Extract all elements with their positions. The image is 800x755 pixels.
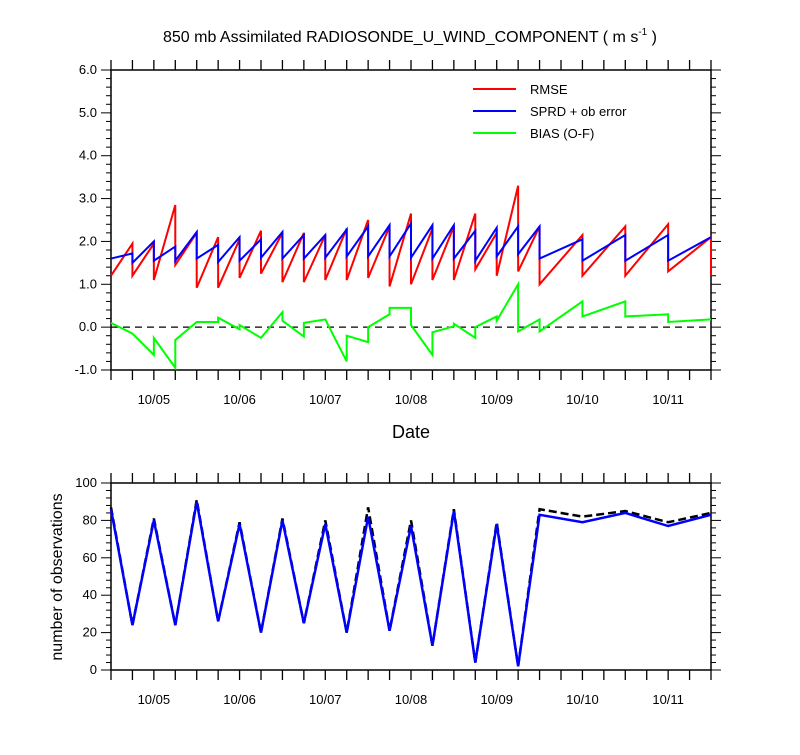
x-tick-label: 10/09 — [480, 692, 513, 707]
y-tick-label: 5.0 — [79, 105, 97, 120]
series-line-rmse — [110, 185, 712, 289]
top-panel-xlabel: Date — [392, 422, 430, 442]
series-line-possible-observations — [109, 499, 712, 667]
y-tick-label: 0 — [90, 662, 97, 677]
x-tick-label: 10/11 — [652, 692, 684, 707]
x-tick-label: 10/11 — [652, 392, 684, 407]
y-tick-label: 20 — [83, 625, 97, 640]
series-line-sprd-ob-error — [110, 220, 712, 266]
x-tick-label: 10/08 — [395, 392, 428, 407]
x-tick-label: 10/05 — [138, 692, 171, 707]
x-tick-label: 10/10 — [566, 692, 599, 707]
y-tick-label: 4.0 — [79, 148, 97, 163]
bottom-panel: 0 20 40 60 80 100 10/05 10/06 10/07 10/08 10/09 10/… — [75, 473, 721, 707]
x-tick-label: 10/10 — [566, 392, 599, 407]
chart-title-superscript: -1 — [638, 27, 647, 38]
y-tick-label: 60 — [83, 550, 97, 565]
x-tick-label: 10/07 — [309, 392, 342, 407]
y-tick-label: 0.0 — [79, 319, 97, 334]
series-line-bias-o-f — [110, 280, 712, 371]
y-tick-label: 3.0 — [79, 191, 97, 206]
y-tick-label: 100 — [75, 475, 97, 490]
y-tick-label: 6.0 — [79, 62, 97, 77]
legend-entry: BIAS (O-F) — [530, 126, 594, 141]
y-tick-label: 80 — [83, 512, 97, 527]
chart-title-main: 850 mb Assimilated RADIOSONDE_U_WIND_COM… — [163, 29, 638, 46]
x-tick-label: 10/06 — [223, 692, 256, 707]
chart-title: 850 mb Assimilated RADIOSONDE_U_WIND_COM… — [163, 27, 657, 46]
y-tick-label: 40 — [83, 587, 97, 602]
legend-entry: RMSE — [530, 82, 568, 97]
series-line-used-observations — [109, 501, 712, 667]
top-panel: -1.0 0.0 1.0 2.0 3.0 4.0 5.0 6.0 10/05 10/06 10/07… — [75, 60, 721, 407]
x-tick-label: 10/06 — [223, 392, 256, 407]
x-tick-label: 10/08 — [395, 692, 428, 707]
chart-title-suffix: ) — [647, 29, 657, 46]
legend-entry: SPRD + ob error — [530, 104, 627, 119]
x-tick-label: 10/05 — [138, 392, 171, 407]
y-tick-label: 2.0 — [79, 233, 97, 248]
y-tick-label: 1.0 — [79, 276, 97, 291]
y-tick-label: -1.0 — [75, 362, 97, 377]
x-tick-label: 10/09 — [480, 392, 513, 407]
x-tick-label: 10/07 — [309, 692, 342, 707]
bottom-panel-ylabel: number of observations — [49, 493, 66, 660]
